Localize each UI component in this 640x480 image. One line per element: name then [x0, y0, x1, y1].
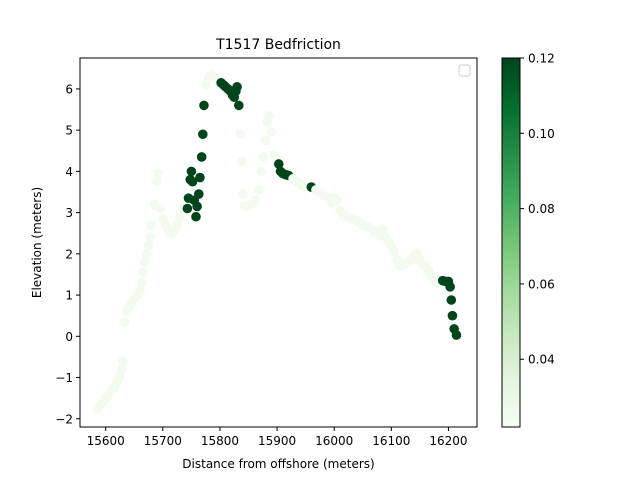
data-point [250, 195, 261, 206]
colorbar [501, 57, 521, 428]
x-tick-label: 15600 [87, 434, 125, 448]
data-points [92, 69, 462, 414]
data-point [238, 189, 248, 199]
data-point [138, 267, 148, 278]
data-point [332, 195, 342, 206]
data-point [445, 282, 455, 292]
data-point [186, 166, 197, 177]
data-point [198, 129, 208, 140]
colorbar-tick-label: 0.10 [528, 127, 555, 141]
data-point [446, 295, 457, 305]
data-point [199, 100, 209, 111]
colorbar-tick-label: 0.06 [528, 277, 555, 291]
data-point [142, 249, 152, 259]
data-point [192, 201, 202, 212]
data-point [118, 356, 128, 366]
y-tick-label: 6 [65, 82, 73, 96]
data-point [191, 211, 201, 222]
data-point [253, 185, 264, 195]
data-point [260, 135, 271, 146]
x-axis-title: Distance from offshore (meters) [182, 457, 374, 471]
data-point [195, 172, 205, 183]
data-point [153, 168, 164, 179]
data-point [182, 203, 193, 214]
x-tick-label: 15700 [144, 434, 182, 448]
data-point [119, 317, 130, 327]
y-tick-label: 5 [65, 124, 73, 138]
data-point [377, 224, 388, 234]
x-tick-label: 16100 [372, 434, 410, 448]
data-point [451, 330, 462, 340]
colorbar-tick-label: 0.08 [528, 202, 555, 216]
data-point [256, 166, 266, 177]
data-point [266, 127, 277, 138]
x-tick-label: 16000 [315, 434, 353, 448]
x-tick-label: 15800 [201, 434, 239, 448]
y-tick-label: 1 [65, 289, 73, 303]
data-point [135, 286, 145, 296]
y-tick-label: −1 [55, 371, 73, 385]
data-point [187, 176, 198, 187]
data-point [232, 82, 242, 92]
data-point [175, 211, 185, 222]
y-axis-title: Elevation (meters) [30, 187, 44, 298]
data-point [143, 240, 154, 251]
data-point [145, 232, 156, 243]
data-point [269, 150, 280, 160]
data-point [194, 189, 204, 199]
chart-title: T1517 Bedfriction [215, 37, 341, 53]
y-tick-label: −2 [55, 412, 73, 426]
data-point [196, 152, 207, 162]
y-axis: −2 −1 0 1 2 3 4 5 6 [55, 82, 80, 426]
data-point [236, 156, 247, 166]
data-point [155, 203, 166, 214]
data-point [201, 80, 212, 90]
y-tick-label: 2 [65, 247, 73, 261]
data-point [152, 176, 162, 187]
data-point [172, 220, 182, 230]
x-tick-label: 15900 [258, 434, 296, 448]
plot-frame [79, 57, 478, 428]
data-point [116, 364, 127, 375]
data-point [389, 246, 399, 257]
legend-box [458, 64, 471, 77]
x-tick-label: 16200 [429, 434, 467, 448]
colorbar-ticks: 0.04 0.06 0.08 0.10 0.12 [520, 52, 555, 367]
data-point [264, 110, 274, 121]
data-point [273, 159, 284, 169]
data-point [258, 152, 269, 162]
data-point [139, 257, 150, 267]
data-point [235, 129, 246, 140]
data-point [136, 277, 147, 288]
data-point [447, 310, 458, 321]
colorbar-tick-label: 0.12 [528, 52, 555, 66]
y-tick-label: 4 [65, 165, 73, 179]
data-point [234, 100, 244, 111]
x-axis: 15600 15700 15800 15900 16000 16100 16200 [87, 427, 468, 448]
data-point [146, 220, 157, 230]
colorbar-tick-label: 0.04 [528, 353, 555, 367]
y-tick-label: 3 [65, 206, 73, 220]
y-tick-label: 0 [65, 330, 73, 344]
